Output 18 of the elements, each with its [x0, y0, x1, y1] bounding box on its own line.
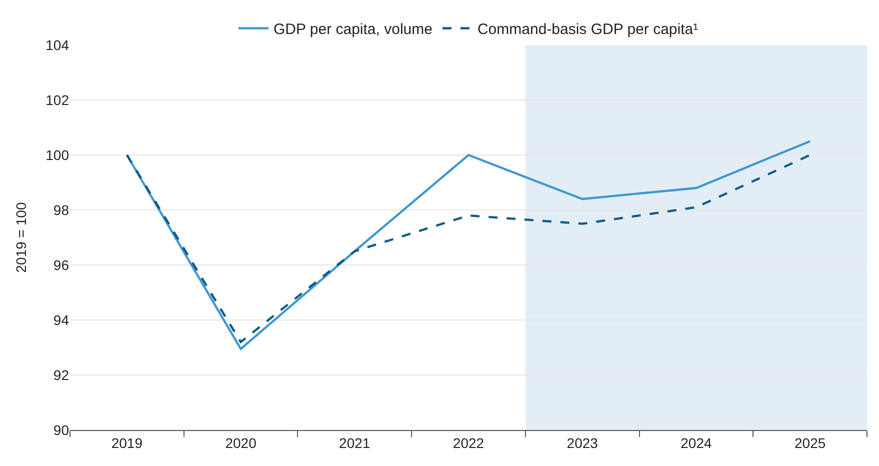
y-tick-label: 94: [53, 312, 70, 328]
legend-label: GDP per capita, volume: [274, 21, 432, 38]
y-tick-label: 100: [46, 146, 70, 163]
x-tick-label: 2021: [339, 434, 370, 451]
y-tick-label: 92: [53, 366, 70, 383]
x-tick-label: 2022: [452, 434, 484, 451]
x-tick-label: 2024: [680, 434, 712, 451]
y-tick-label: 98: [53, 202, 70, 218]
legend-label: Command-basis GDP per capita¹: [477, 21, 698, 38]
y-tick-label: 104: [46, 36, 70, 53]
y-axis-title: 2019 = 100: [13, 202, 30, 273]
y-tick-label: 102: [46, 92, 70, 108]
y-tick-label: 96: [53, 256, 70, 273]
x-tick-label: 2025: [794, 434, 826, 451]
x-tick-label: 2020: [225, 434, 257, 451]
y-tick-label: 90: [53, 422, 70, 438]
x-tick-label: 2023: [566, 434, 598, 451]
x-tick-label: 2019: [111, 434, 143, 451]
